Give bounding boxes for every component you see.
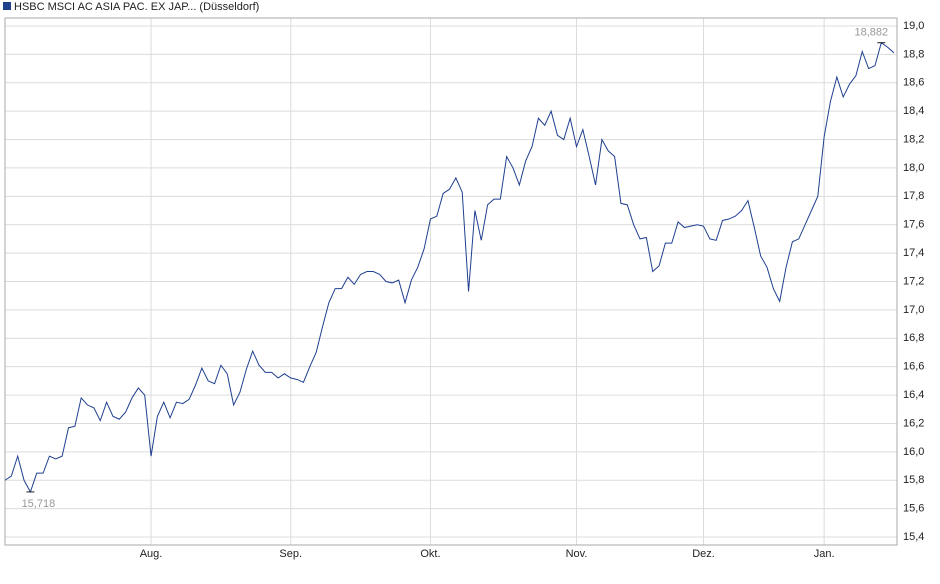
y-tick-label: 17,8 xyxy=(903,190,924,202)
x-tick-label: Jan. xyxy=(814,548,835,560)
value-label: 18,882 xyxy=(854,27,888,39)
y-tick-label: 16,8 xyxy=(903,332,924,344)
y-tick-label: 15,6 xyxy=(903,503,924,515)
line xyxy=(4,41,895,494)
y-tick-label: 19,0 xyxy=(903,20,924,32)
y-tick-label: 17,6 xyxy=(903,219,924,231)
y-tick-label: 15,4 xyxy=(903,531,924,543)
value-label: 15,718 xyxy=(22,498,56,510)
y-tick-label: 18,8 xyxy=(903,48,924,60)
y-tick-label: 16,6 xyxy=(903,361,924,373)
y-tick-label: 15,8 xyxy=(903,474,924,486)
y-tick-label: 16,0 xyxy=(903,446,924,458)
y-tick-label: 17,0 xyxy=(903,304,924,316)
x-tick-label: Dez. xyxy=(692,548,715,560)
x-tick-label: Nov. xyxy=(566,548,588,560)
y-tick-label: 17,2 xyxy=(903,275,924,287)
y-tick-label: 18,2 xyxy=(903,133,924,145)
legend-swatch xyxy=(3,2,11,10)
x-tick-label: Aug. xyxy=(140,548,163,560)
y-tick-label: 18,0 xyxy=(903,162,924,174)
x-tick-label: Okt. xyxy=(420,548,440,560)
y-tick-label: 17,4 xyxy=(903,247,924,259)
y-tick-label: 18,6 xyxy=(903,77,924,89)
y-tick-label: 18,4 xyxy=(903,105,924,117)
x-tick-label: Sep. xyxy=(279,548,302,560)
y-tick-label: 16,2 xyxy=(903,417,924,429)
plot-border xyxy=(4,17,898,546)
legend-label: HSBC MSCI AC ASIA PAC. EX JAP... (Düssel… xyxy=(14,1,259,13)
y-tick-label: 16,4 xyxy=(903,389,924,401)
